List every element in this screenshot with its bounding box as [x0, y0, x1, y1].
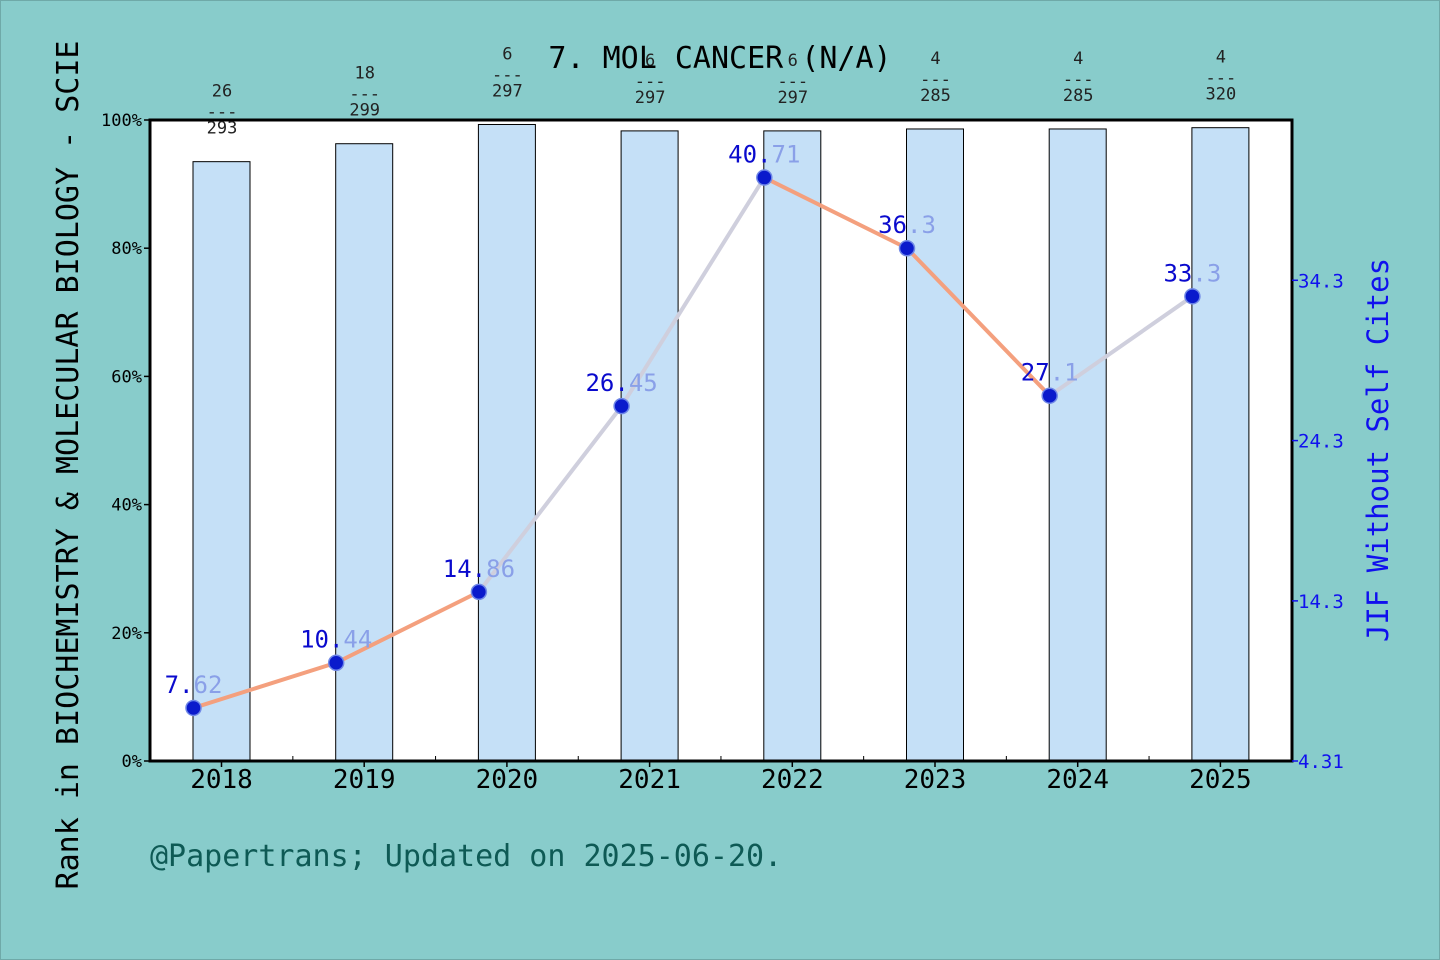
left-tick-label: 100% [101, 111, 142, 131]
right-tick-label: 34.3 [1298, 270, 1344, 292]
rank-numerator: 4 [930, 49, 940, 69]
bar [906, 128, 964, 762]
rank-divider: --- [1063, 70, 1094, 90]
x-tick-label: 2019 [333, 765, 396, 795]
value-label: 10.44 [300, 626, 372, 654]
bar [1048, 128, 1107, 762]
line-segment [762, 175, 909, 251]
data-point [1184, 288, 1201, 305]
line-segment [476, 404, 624, 594]
value-label: 26.45 [585, 369, 657, 397]
data-point [185, 699, 202, 717]
bar [477, 123, 536, 762]
rank-divider: --- [492, 65, 523, 85]
rank-denominator: 285 [920, 86, 951, 106]
rank-denominator: 293 [207, 119, 238, 139]
bar [763, 130, 822, 762]
line-layer [185, 169, 1201, 717]
rank-divider: --- [1206, 69, 1237, 89]
x-tick-label: 2020 [476, 765, 539, 795]
rank-divider: --- [920, 70, 951, 90]
line-segment [905, 246, 1052, 398]
right-axis-label: JIF Without Self Cites [1361, 258, 1395, 642]
rank-numerator: 4 [1216, 48, 1226, 68]
rank-numerator: 26 [212, 82, 232, 102]
value-label: 33.3 [1163, 259, 1221, 287]
bar [1191, 127, 1250, 762]
rank-denominator: 299 [349, 101, 380, 121]
rank-numerator: 4 [1073, 49, 1083, 69]
rank-denominator: 285 [1063, 86, 1094, 106]
rank-divider: --- [349, 85, 380, 105]
footer-credit: @Papertrans; Updated on 2025-06-20. [150, 839, 782, 874]
rank-denominator: 297 [635, 88, 666, 108]
x-tick-label: 2023 [904, 765, 967, 795]
left-axis-label: Rank in BIOCHEMISTRY & MOLECULAR BIOLOGY… [51, 41, 86, 890]
rank-denominator: 297 [492, 81, 523, 101]
x-tick-label: 2022 [761, 765, 824, 795]
left-tick-label: 80% [111, 239, 142, 259]
data-point [898, 239, 916, 257]
left-tick-label: 40% [111, 496, 142, 516]
rank-numerator: 18 [354, 64, 374, 84]
x-tick-label: 2018 [190, 765, 253, 795]
rank-denominator: 297 [777, 88, 808, 108]
bar [620, 130, 679, 762]
line-segment [191, 660, 339, 710]
rank-denominator: 320 [1206, 85, 1237, 105]
line-segment [1047, 294, 1195, 398]
data-point [756, 169, 773, 186]
data-point [327, 654, 345, 671]
rank-numerator: 6 [502, 44, 512, 64]
bar [335, 143, 394, 762]
plot-area [150, 120, 1292, 761]
right-tick-label: 24.3 [1298, 431, 1344, 453]
line-segment [334, 589, 481, 665]
data-point [470, 583, 488, 601]
right-tick-label: 14.3 [1298, 591, 1344, 613]
rank-numerator: 6 [788, 51, 798, 71]
value-label: 7.62 [165, 671, 223, 699]
value-label: 27.1 [1021, 359, 1079, 387]
left-tick-label: 0% [122, 752, 142, 772]
labels-layer: 293---26299---18297---6297---6297---6285… [165, 44, 1237, 698]
data-point [1041, 387, 1058, 404]
x-tick-label: 2021 [618, 765, 681, 795]
chart-title: 7. MOL CANCER (N/A) [548, 41, 891, 76]
left-tick-label: 60% [111, 367, 142, 387]
left-tick-label: 20% [111, 624, 142, 644]
x-tick-label: 2024 [1046, 765, 1109, 795]
rank-divider: --- [207, 103, 238, 123]
x-tick-label: 2025 [1189, 765, 1252, 795]
data-point [613, 397, 630, 415]
value-label: 14.86 [443, 555, 515, 583]
value-label: 40.71 [728, 141, 800, 169]
right-tick-label: 4.31 [1298, 751, 1344, 773]
rank-numerator: 6 [645, 51, 655, 71]
rank-divider: --- [635, 72, 666, 92]
axes-layer: 0% 20% 40% 60% 80% 100% 4.31 14.3 24.3 34.3 2018 20… [101, 111, 1344, 795]
bar [192, 161, 251, 762]
rank-divider: --- [777, 72, 808, 92]
value-label: 36.3 [878, 211, 936, 239]
line-segment [619, 175, 767, 409]
